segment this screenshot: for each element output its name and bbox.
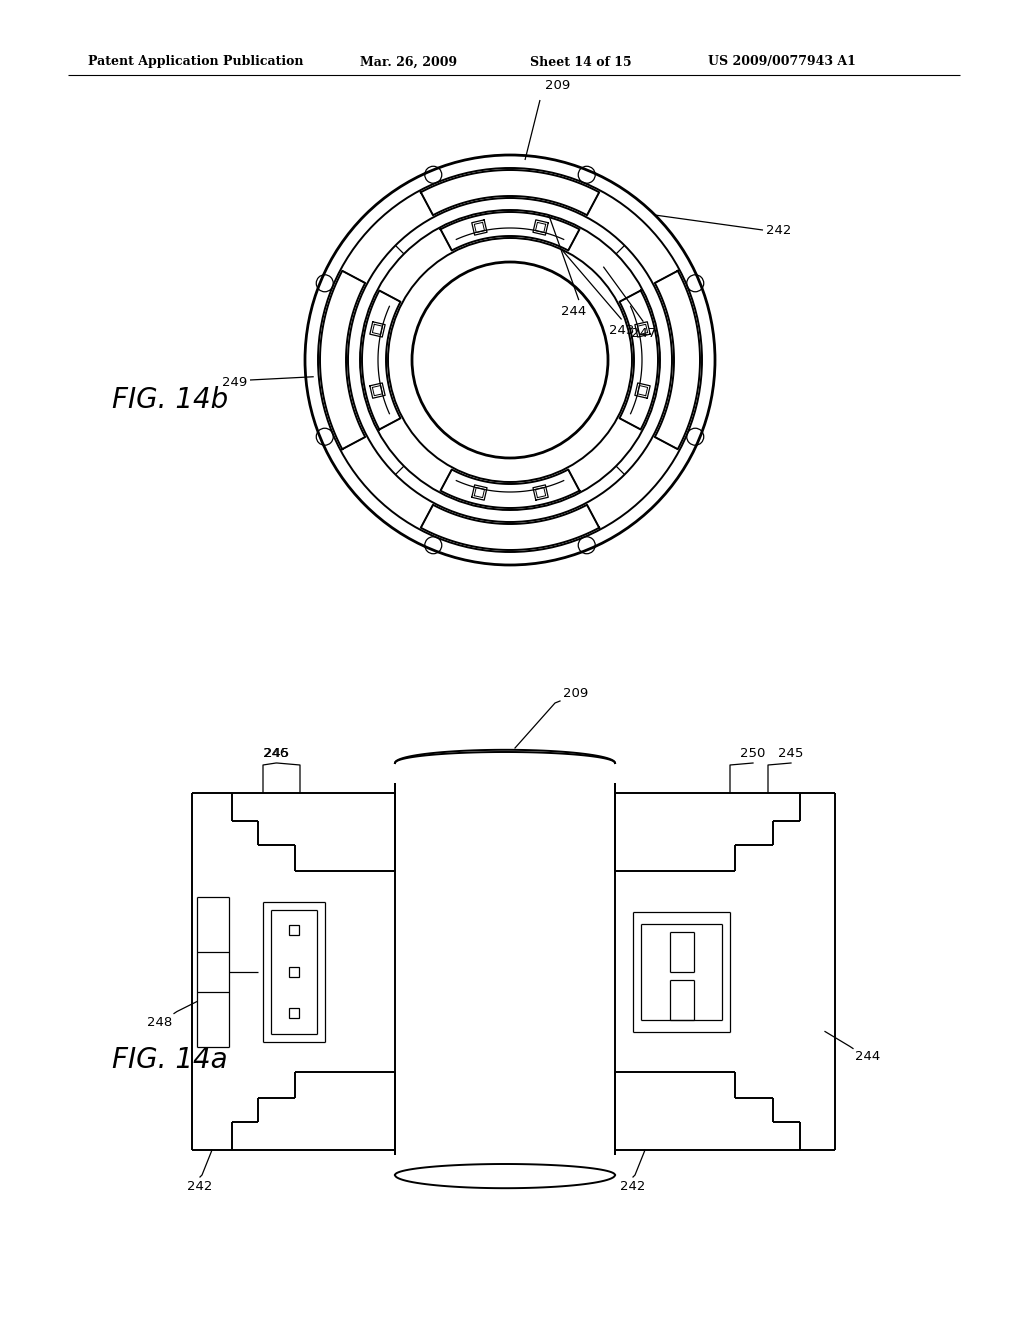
Text: 242: 242 (621, 1180, 646, 1193)
Polygon shape (654, 271, 700, 449)
Polygon shape (421, 504, 599, 550)
Text: 249: 249 (222, 375, 247, 388)
Polygon shape (440, 470, 580, 508)
Polygon shape (440, 213, 580, 251)
Polygon shape (421, 170, 599, 215)
Text: 245: 245 (264, 747, 290, 760)
Polygon shape (620, 290, 658, 429)
Polygon shape (321, 271, 366, 449)
Text: 243: 243 (609, 325, 634, 338)
Text: 244: 244 (855, 1051, 881, 1064)
Text: 245: 245 (778, 747, 804, 760)
Text: 244: 244 (561, 305, 587, 318)
Polygon shape (362, 290, 400, 429)
Text: Mar. 26, 2009: Mar. 26, 2009 (360, 55, 457, 69)
Text: 209: 209 (563, 686, 588, 700)
Bar (289, 1008, 299, 1018)
Text: FIG. 14b: FIG. 14b (112, 385, 228, 414)
Text: 247: 247 (631, 326, 656, 339)
Text: 246: 246 (263, 747, 289, 760)
Text: 242: 242 (187, 1180, 213, 1193)
Text: 209: 209 (545, 79, 570, 92)
Text: Patent Application Publication: Patent Application Publication (88, 55, 303, 69)
Bar (289, 925, 299, 935)
Bar (289, 966, 299, 977)
Text: US 2009/0077943 A1: US 2009/0077943 A1 (708, 55, 856, 69)
Text: Sheet 14 of 15: Sheet 14 of 15 (530, 55, 632, 69)
Text: 248: 248 (146, 1015, 172, 1028)
Text: 250: 250 (740, 747, 766, 760)
Text: 242: 242 (766, 223, 792, 236)
Text: FIG. 14a: FIG. 14a (112, 1045, 227, 1074)
